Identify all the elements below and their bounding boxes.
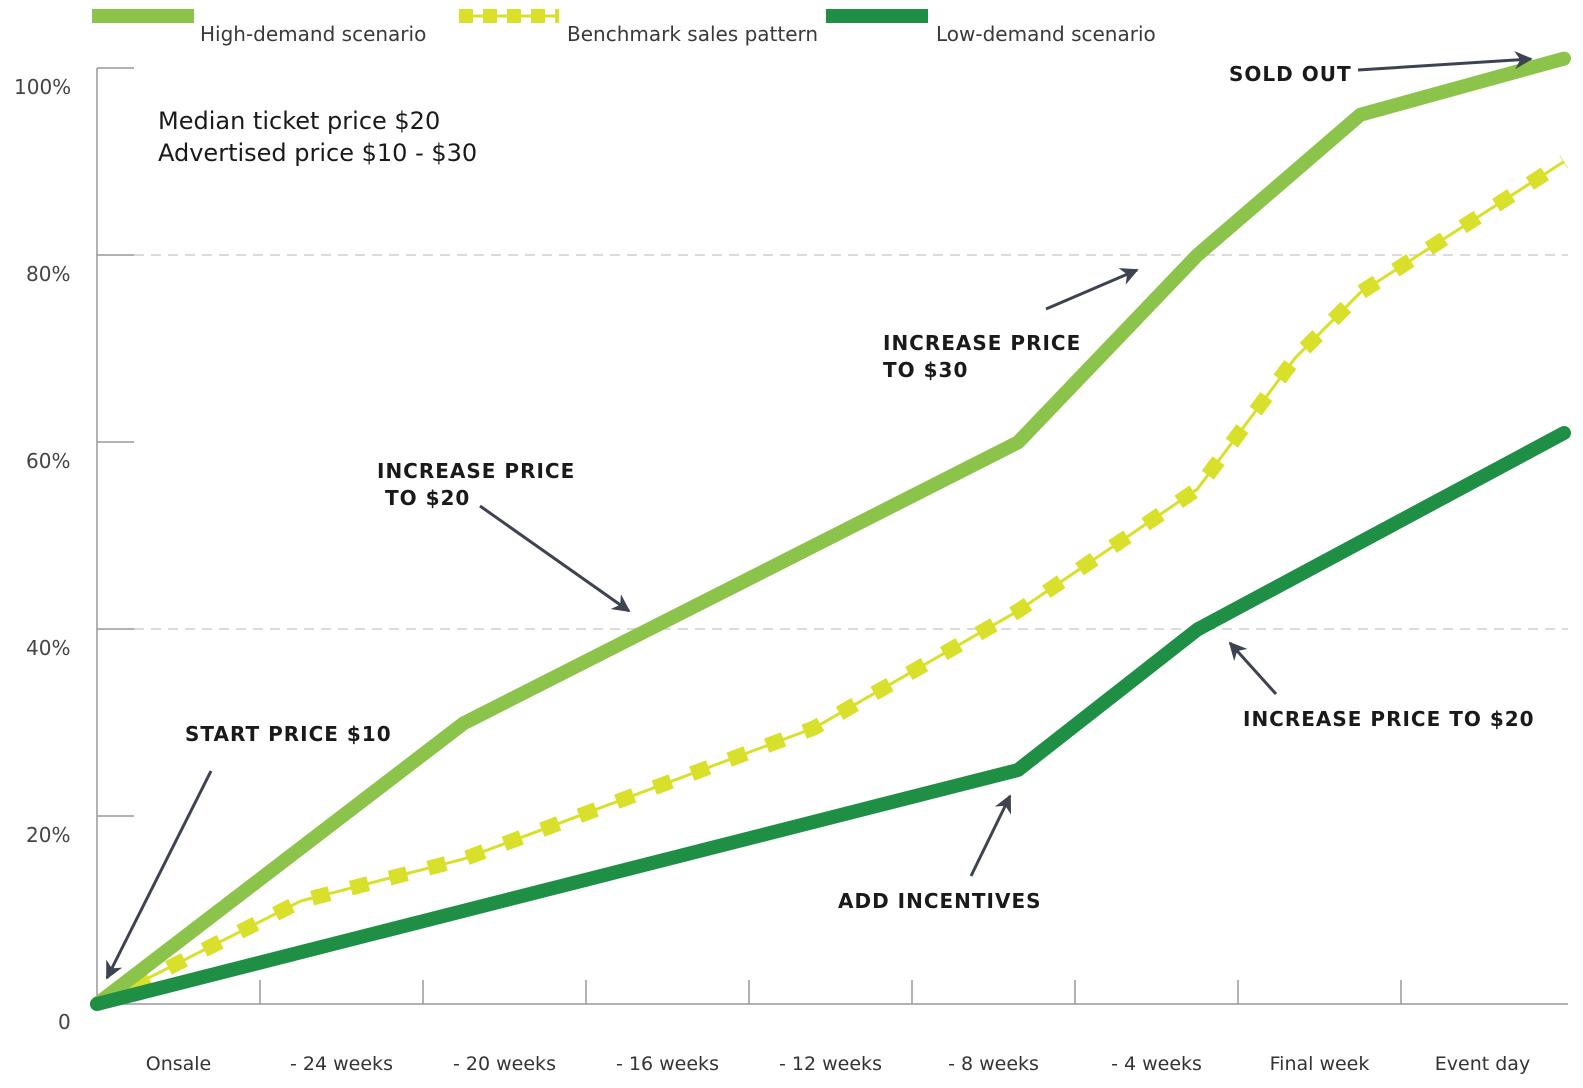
x-axis: Onsale - 24 weeks - 20 weeks - 16 weeks - 12… (97, 980, 1568, 1075)
y-tick-label-40: 40% (26, 636, 70, 660)
annotation-increase-30: INCREASE PRICE TO $30 (883, 268, 1139, 382)
annotation-start-price: START PRICE $10 (105, 722, 392, 980)
x-tick-label-5: - 8 weeks (948, 1053, 1039, 1075)
x-tick-label-6: - 4 weeks (1111, 1053, 1202, 1075)
annotation-sold-out-arrow (1357, 51, 1533, 72)
annotation-increase-20-low-text: INCREASE PRICE TO $20 (1243, 707, 1535, 731)
series-dashes-benchmark (93, 155, 1569, 1011)
annotation-increase-30-line2: TO $30 (883, 358, 968, 382)
annotation-start-price-text: START PRICE $10 (185, 722, 392, 746)
y-tick-label-20: 20% (26, 823, 70, 847)
x-tick-label-2: - 20 weeks (453, 1053, 556, 1075)
legend: High-demand scenario Benchmark sales pat… (92, 9, 1156, 46)
price-notes: Median ticket price $20 Advertised price… (158, 107, 477, 167)
x-tick-label-7: Final week (1270, 1053, 1370, 1075)
annotation-add-incentives-arrow (969, 794, 1012, 877)
annotation-sold-out-text: SOLD OUT (1229, 62, 1352, 86)
series-line-low (90, 426, 1571, 1011)
annotation-increase-20-low: INCREASE PRICE TO $20 (1228, 641, 1535, 731)
x-tick-label-3: - 16 weeks (616, 1053, 719, 1075)
annotation-increase-30-line1: INCREASE PRICE (883, 331, 1081, 355)
legend-entry-low: Low-demand scenario (826, 9, 1156, 46)
x-tick-labels: Onsale - 24 weeks - 20 weeks - 16 weeks - 12… (146, 1053, 1530, 1075)
annotation-increase-30-arrow (1045, 268, 1139, 311)
annotation-increase-20-high-line2: TO $20 (377, 486, 470, 510)
legend-label-low: Low-demand scenario (936, 22, 1156, 46)
legend-entry-benchmark: Benchmark sales pattern (459, 9, 818, 46)
x-tick-label-0: Onsale (146, 1053, 212, 1075)
note-advertised-price: Advertised price $10 - $30 (158, 139, 477, 167)
series-line-benchmark (96, 160, 1565, 1006)
legend-label-high: High-demand scenario (200, 22, 426, 46)
gridlines (134, 254, 1568, 630)
annotation-add-incentives-text: ADD INCENTIVES (838, 889, 1042, 913)
annotation-increase-20-high-arrow (479, 504, 631, 613)
y-axis: 0 20% 40% 60% 80% 100% (14, 67, 134, 1034)
series-line-high (90, 51, 1571, 1011)
annotation-start-price-arrow (105, 770, 213, 980)
annotation-increase-20-high-line1: INCREASE PRICE (377, 459, 575, 483)
x-tick-label-4: - 12 weeks (779, 1053, 882, 1075)
legend-label-benchmark: Benchmark sales pattern (567, 22, 818, 46)
legend-entry-high: High-demand scenario (92, 9, 426, 46)
annotations: START PRICE $10 INCREASE PRICE TO $20 IN… (105, 51, 1535, 980)
annotation-add-incentives: ADD INCENTIVES (838, 794, 1042, 913)
series-layer (90, 51, 1571, 1011)
x-ticks (259, 980, 1402, 1004)
y-tick-label-100: 100% (14, 75, 71, 99)
x-tick-label-1: - 24 weeks (290, 1053, 393, 1075)
y-tick-label-60: 60% (26, 449, 70, 473)
annotation-increase-20-high: INCREASE PRICE TO $20 (377, 459, 631, 613)
note-median-price: Median ticket price $20 (158, 107, 440, 135)
annotation-increase-20-low-arrow (1228, 641, 1278, 696)
y-tick-label-80: 80% (26, 262, 70, 286)
y-tick-label-0: 0 (58, 1010, 71, 1034)
x-tick-label-8: Event day (1435, 1053, 1530, 1075)
annotation-sold-out: SOLD OUT (1229, 51, 1533, 86)
